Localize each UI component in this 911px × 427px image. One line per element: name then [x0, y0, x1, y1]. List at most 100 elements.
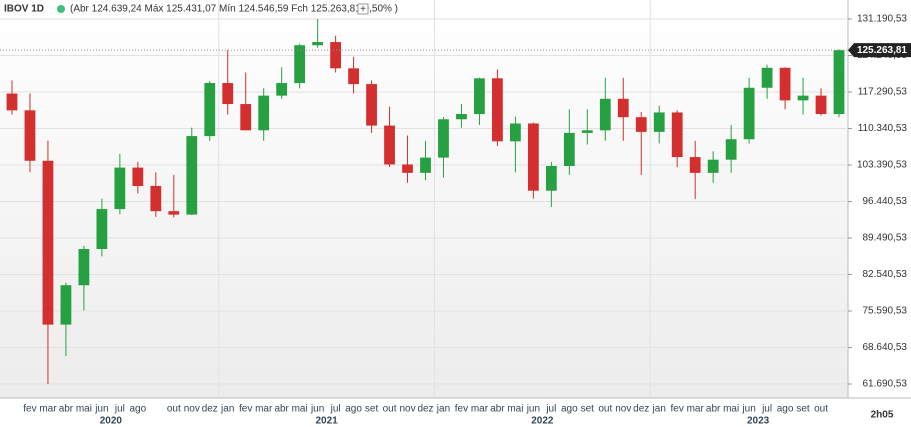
candle-body — [348, 68, 359, 85]
timer: 2h05 — [871, 410, 894, 421]
x-tick-label: fev — [239, 404, 252, 415]
candle-body — [707, 159, 719, 173]
x-tick-label: fev — [671, 404, 684, 415]
candle-body — [186, 136, 198, 215]
candle-body — [294, 45, 306, 84]
candle-body — [779, 67, 791, 101]
year-label: 2022 — [531, 416, 554, 427]
candle-body — [743, 87, 755, 140]
candle-body — [258, 95, 270, 131]
candle-body — [168, 211, 180, 215]
candle-body — [366, 84, 377, 126]
candle-body — [545, 166, 557, 191]
x-tick-label: jan — [652, 404, 666, 415]
y-tick-label: 89.490,53 — [863, 233, 908, 244]
plot — [0, 0, 848, 398]
x-tick-label: abr — [274, 404, 289, 415]
x-tick-label: ago — [129, 404, 146, 415]
x-tick-label: jun — [741, 404, 755, 415]
x-tick-label: ago — [345, 404, 362, 415]
x-tick-label: jan — [436, 404, 450, 415]
year-label: 2021 — [315, 416, 338, 427]
add-icon: + — [360, 4, 366, 15]
y-tick-label: 82.540,53 — [863, 269, 908, 280]
candle-body — [384, 125, 395, 165]
candle-body — [150, 185, 162, 212]
x-tick-label: out — [383, 404, 397, 415]
candle-body — [240, 104, 252, 131]
y-tick-label: 75.590,53 — [863, 306, 908, 317]
x-tick-label: abr — [490, 404, 505, 415]
year-label: 2023 — [747, 416, 770, 427]
candle-body — [689, 157, 701, 173]
candle-body — [96, 209, 108, 249]
x-tick-label: ago — [777, 404, 794, 415]
candle-body — [581, 130, 593, 133]
year-label: 2020 — [100, 416, 123, 427]
candle-body — [599, 98, 611, 131]
candle-body — [527, 123, 539, 191]
candle-body — [833, 50, 845, 115]
x-tick-label: dez — [202, 404, 218, 415]
candle-body — [24, 110, 36, 161]
candle-body — [815, 95, 827, 115]
y-tick-label: 68.640,53 — [863, 342, 908, 353]
x-tick-label: fev — [455, 404, 468, 415]
x-tick-label: jun — [94, 404, 108, 415]
x-tick-label: set — [796, 404, 810, 415]
x-tick-label: dez — [633, 404, 649, 415]
x-tick-label: mar — [687, 404, 705, 415]
add-button[interactable] — [357, 3, 369, 15]
x-tick-label: set — [365, 404, 379, 415]
candle-body — [797, 95, 809, 101]
quote-summary: (Abr 124.639,24 Máx 125.431,07 Mín 124.5… — [70, 4, 398, 15]
candle-body — [78, 248, 90, 286]
candle-body — [114, 167, 126, 210]
candle-body — [725, 139, 737, 160]
candle-body — [761, 67, 773, 88]
candle-body — [222, 83, 234, 105]
x-tick-label: set — [581, 404, 595, 415]
candle-body — [60, 285, 72, 325]
x-tick-label: abr — [706, 404, 721, 415]
candle-body — [653, 112, 665, 132]
x-tick-label: jun — [526, 404, 540, 415]
candle-body — [474, 78, 485, 115]
candle-body — [563, 132, 575, 167]
candle-body — [671, 112, 683, 158]
x-tick-label: fev — [23, 404, 36, 415]
x-tick-label: mar — [39, 404, 57, 415]
x-tick-label: jun — [310, 404, 324, 415]
y-tick-label: 103.390,53 — [857, 160, 907, 171]
x-tick-label: mai — [723, 404, 739, 415]
last-price-label: 125.263,81 — [857, 45, 907, 56]
candle-body — [330, 42, 341, 69]
candle-body — [402, 164, 413, 173]
y-tick-label: 61.690,53 — [863, 379, 908, 390]
x-tick-label: jul — [545, 404, 556, 415]
candle-body — [510, 123, 521, 142]
x-tick-label: jul — [114, 404, 125, 415]
x-tick-label: nov — [615, 404, 631, 415]
candle-body — [492, 78, 503, 142]
x-tick-label: mar — [255, 404, 273, 415]
x-tick-label: dez — [417, 404, 433, 415]
candle-body — [635, 117, 647, 132]
candle-body — [438, 119, 449, 158]
x-tick-label: mai — [507, 404, 523, 415]
y-tick-label: 131.190,53 — [857, 14, 907, 25]
candle-body — [6, 93, 18, 111]
x-tick-label: jul — [761, 404, 772, 415]
candle-body — [204, 83, 216, 137]
candle-body — [276, 83, 288, 96]
y-tick-label: 96.440,53 — [863, 196, 908, 207]
candle-body — [617, 98, 629, 118]
candle-body — [42, 160, 54, 325]
x-tick-label: abr — [59, 404, 74, 415]
plot-background — [0, 0, 848, 398]
x-tick-label: mai — [76, 404, 92, 415]
y-tick-label: 110.340,53 — [858, 123, 908, 134]
x-tick-label: mai — [292, 404, 308, 415]
x-tick-label: out — [598, 404, 612, 415]
